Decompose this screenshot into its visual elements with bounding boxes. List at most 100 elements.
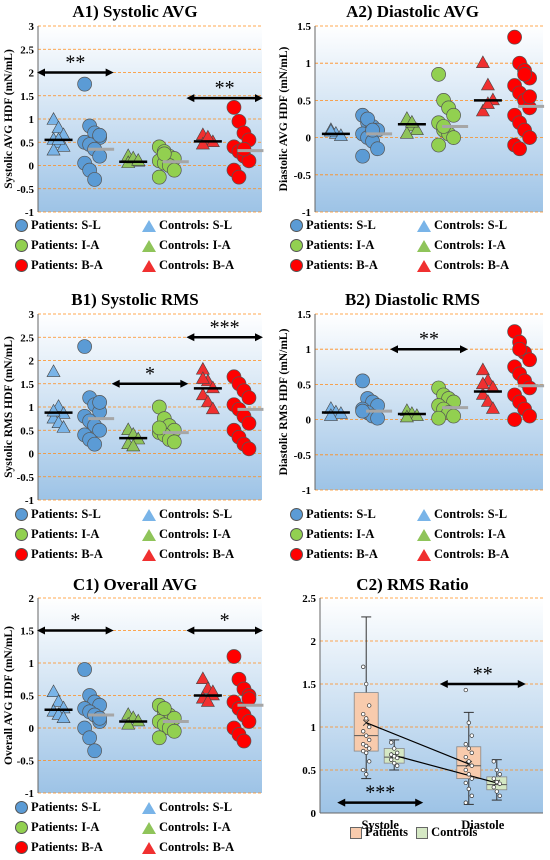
patient-marker xyxy=(517,67,532,82)
legend-label: Patients: B-A xyxy=(31,840,103,854)
y-axis-label: Diastolic AVG HDF (mN/mL) xyxy=(278,46,290,191)
y-tick-label: 0 xyxy=(29,723,35,735)
data-point xyxy=(361,711,366,717)
data-point xyxy=(364,750,369,755)
significance-label: * xyxy=(220,610,230,632)
patient-marker xyxy=(355,373,370,389)
significance-cap xyxy=(105,68,114,77)
data-point xyxy=(466,759,471,764)
circle-marker-icon xyxy=(290,508,303,521)
legend-label: Patients: S-L xyxy=(306,507,376,521)
patient-marker xyxy=(236,733,252,749)
mean-connector xyxy=(394,754,497,784)
legend-label: Patients: B-A xyxy=(31,258,103,272)
control-marker xyxy=(46,112,61,125)
patient-marker xyxy=(522,130,537,145)
significance-cap xyxy=(337,798,346,807)
significance-cap xyxy=(390,345,398,354)
panel-a1: A1) Systolic AVG -1 -0.5 0 0.5 1 1.5 2 2.5 3 Syst… xyxy=(0,0,270,285)
chart-c1: -1 -0.5 0 0.5 1 1.5 2 Overall AVG HDF (mN/mL) * * xyxy=(3,595,264,800)
triangle-marker-icon xyxy=(417,219,431,232)
data-point xyxy=(367,759,372,764)
triangle-marker-icon xyxy=(142,239,156,252)
chart-b2: -1 -0.5 0 0.5 1 1.5 Diastolic RMS HDF (mN/mL) *… xyxy=(278,310,545,497)
y-tick-label: 1 xyxy=(29,114,35,126)
panel-title: B2) Diastolic RMS xyxy=(344,290,481,309)
y-tick-label: 1.5 xyxy=(302,679,316,691)
legend-label: Controls: I-A xyxy=(159,527,231,541)
y-tick-label: 1.5 xyxy=(297,22,311,33)
box xyxy=(353,692,379,752)
data-point xyxy=(367,703,372,708)
legend-item: Controls: I-A xyxy=(417,238,506,253)
significance-cap xyxy=(255,333,263,342)
triangle-marker-icon xyxy=(142,841,156,854)
significance-label: ** xyxy=(215,77,235,99)
data-point xyxy=(466,746,471,751)
legend-item: Controls: B-A xyxy=(417,547,509,562)
y-tick-label: 1.5 xyxy=(20,379,34,391)
data-point xyxy=(469,750,474,755)
patient-marker xyxy=(87,172,102,187)
y-tick-label: -0.5 xyxy=(17,756,35,768)
y-tick-label: 2.5 xyxy=(302,595,316,605)
legend-item: Controls: S-L xyxy=(142,218,232,233)
patient-marker xyxy=(522,380,537,396)
plot-area xyxy=(315,26,543,212)
legend-item: Controls: B-A xyxy=(142,840,234,855)
control-marker xyxy=(323,408,338,421)
patient-marker xyxy=(166,162,182,178)
legend-item: Patients: I-A xyxy=(15,527,99,542)
y-tick-label: 0 xyxy=(306,415,312,427)
y-tick-label: 0.5 xyxy=(297,95,311,107)
y-tick-label: 0.5 xyxy=(302,765,316,777)
patient-marker xyxy=(522,352,537,368)
control-marker xyxy=(126,438,141,452)
legend-label: Patients: I-A xyxy=(306,238,375,252)
control-marker xyxy=(56,710,71,723)
legend-label: Patients: S-L xyxy=(31,507,101,521)
legend-item: Controls: B-A xyxy=(417,258,509,273)
legend-item: Patients: B-A xyxy=(15,840,103,855)
control-marker xyxy=(121,716,136,730)
data-point xyxy=(364,743,369,749)
patient-marker xyxy=(87,743,102,759)
legend-label: Patients: I-A xyxy=(31,238,100,252)
data-point xyxy=(463,767,468,773)
data-point xyxy=(361,767,366,773)
legend-item: Controls: I-A xyxy=(142,820,231,835)
control-marker xyxy=(480,394,495,407)
legend-item: Patients: B-A xyxy=(15,258,103,273)
data-point xyxy=(361,664,366,669)
triangle-marker-icon xyxy=(142,508,156,521)
data-point xyxy=(466,772,471,777)
patient-marker xyxy=(156,146,172,162)
legend-label: Controls: S-L xyxy=(434,218,508,232)
patient-marker xyxy=(446,130,461,145)
data-point xyxy=(469,793,474,798)
significance-cap xyxy=(37,68,45,77)
y-tick-label: 1.5 xyxy=(20,626,34,638)
data-point xyxy=(364,733,369,738)
significance-label: ** xyxy=(419,328,439,350)
patient-marker xyxy=(512,141,527,157)
circle-marker-icon xyxy=(15,259,28,272)
legend-label: Controls: I-A xyxy=(434,238,506,252)
data-point xyxy=(367,737,372,743)
legend-label: Controls: I-A xyxy=(159,238,231,252)
control-marker xyxy=(475,103,490,117)
legend-item: Controls: S-L xyxy=(142,507,232,522)
data-point xyxy=(463,800,468,805)
significance-cap xyxy=(111,379,120,388)
patient-marker xyxy=(431,410,446,426)
significance-label: * xyxy=(145,363,155,385)
y-tick-label: 0 xyxy=(311,808,317,820)
data-point xyxy=(367,746,372,751)
y-axis-label: Overall AVG HDF (mN/mL) xyxy=(3,626,15,765)
data-point xyxy=(469,733,474,738)
circle-marker-icon xyxy=(290,219,303,232)
legend-item: Patients: S-L xyxy=(15,218,101,233)
panel-c1: C1) Overall AVG -1 -0.5 0 0.5 1 1.5 2 Overall A… xyxy=(0,575,270,860)
patient-marker xyxy=(507,29,522,45)
